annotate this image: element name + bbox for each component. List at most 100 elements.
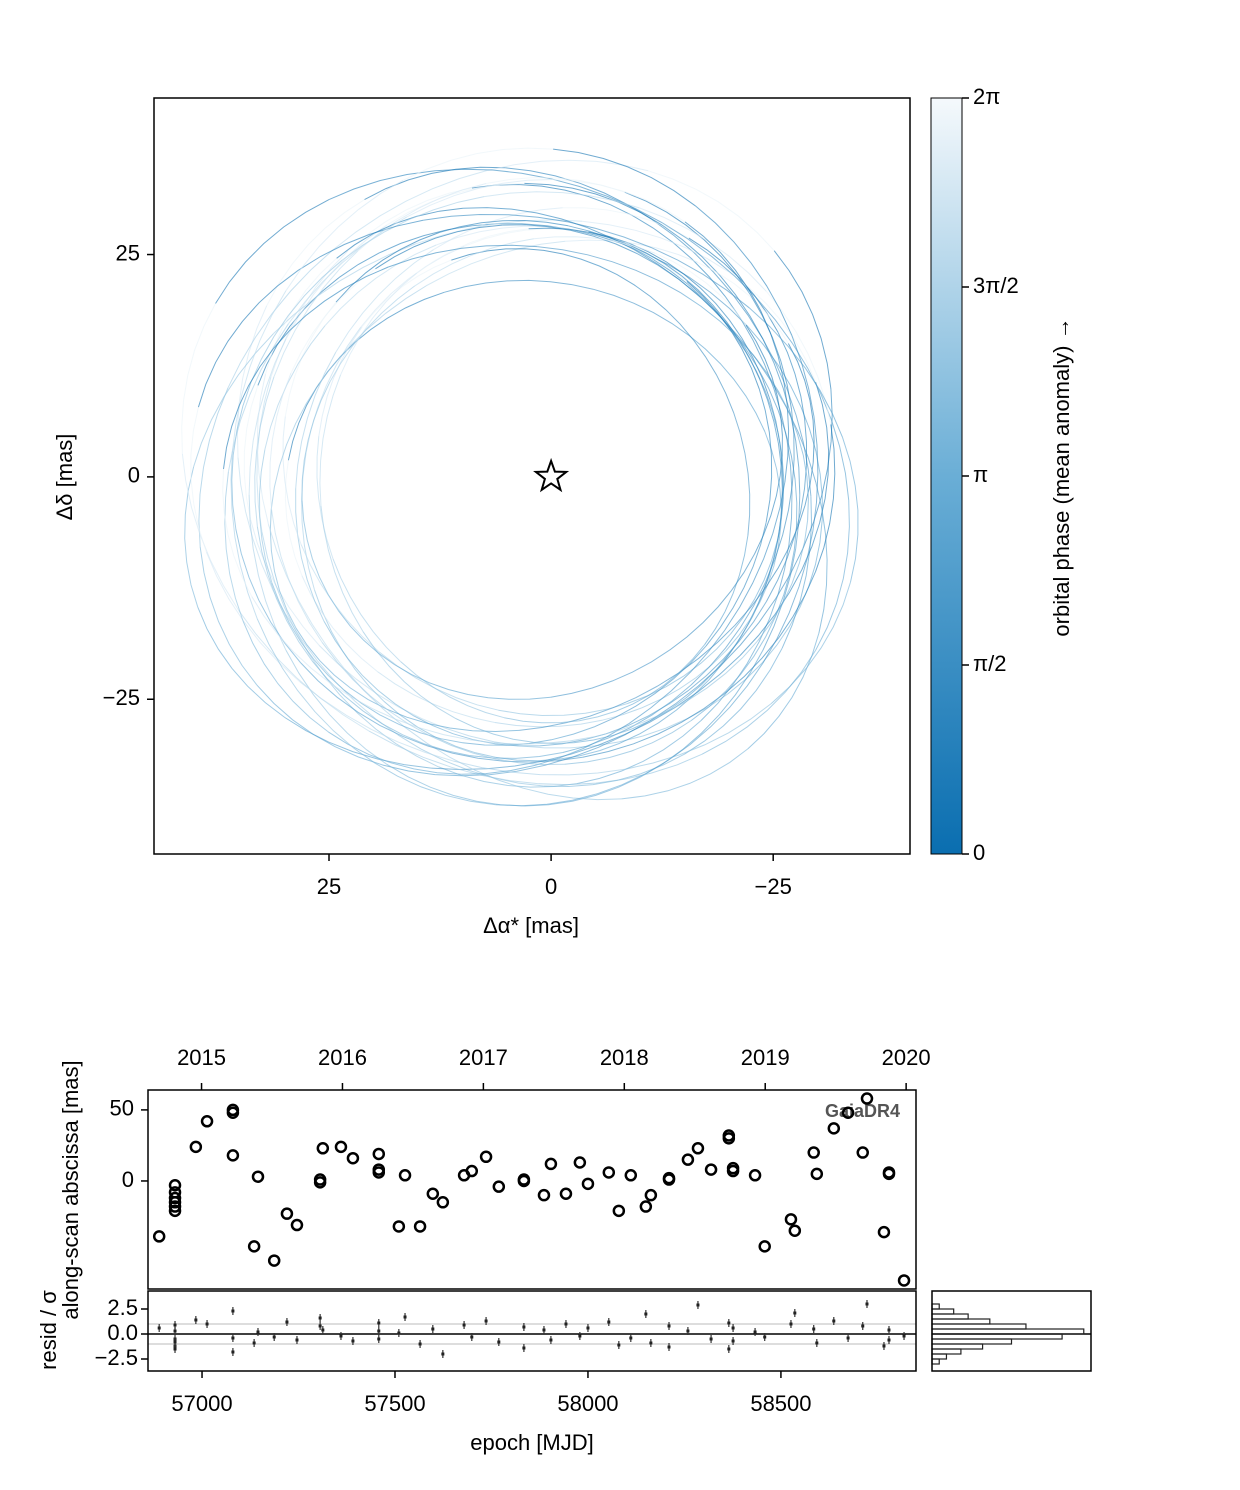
orbit-segment — [230, 451, 258, 619]
orbit-segment — [433, 207, 563, 251]
data-point — [168, 1200, 182, 1213]
data-point — [479, 1150, 493, 1164]
residual-point — [252, 1341, 256, 1345]
orbit-segment — [462, 207, 611, 238]
residual-point — [607, 1320, 611, 1324]
orbit-segment — [285, 179, 404, 292]
data-point — [372, 1166, 386, 1179]
annotation: GaiaDR4 — [825, 1101, 900, 1121]
orbit-segment — [256, 373, 269, 525]
orbit-segment — [495, 742, 621, 762]
orbit-segment — [724, 571, 817, 694]
data-point — [267, 1254, 281, 1267]
residual-point — [497, 1340, 501, 1344]
orbit-segment — [427, 745, 583, 763]
data-point — [573, 1156, 587, 1169]
data-point — [290, 1218, 304, 1232]
residual-point — [272, 1335, 276, 1339]
y-tick-label: 0 — [122, 1167, 134, 1192]
orbit-segment — [414, 238, 534, 287]
orbit-segment — [815, 499, 850, 651]
orbit-segment — [762, 494, 801, 651]
data-point — [748, 1169, 762, 1182]
orbit-segment — [243, 385, 259, 521]
data-point — [788, 1224, 802, 1237]
orbit-segment — [235, 529, 301, 663]
orbit-segment — [455, 717, 574, 745]
orbit-segment — [227, 249, 334, 389]
y-axis-label: resid / σ — [36, 1290, 61, 1370]
x-tick-label: 57500 — [364, 1391, 425, 1416]
orbit-segment — [248, 494, 287, 651]
data-point — [612, 1204, 626, 1218]
orbit-segment — [568, 225, 688, 285]
orbit-segment — [282, 416, 302, 545]
orbit-segment — [271, 582, 345, 691]
x2-tick-label: 2019 — [741, 1045, 790, 1070]
orbits — [181, 147, 859, 807]
x2-tick-label: 2016 — [318, 1045, 367, 1070]
data-point — [827, 1122, 841, 1135]
orbit-segment — [250, 260, 343, 383]
plot-frame — [931, 1290, 1092, 1372]
histogram-bar — [931, 1303, 940, 1310]
orbit-segment — [439, 219, 569, 233]
orbit-segment — [701, 650, 817, 755]
x2-tick-label: 2017 — [459, 1045, 508, 1070]
orbit-segment — [808, 451, 823, 587]
orbit-segment — [256, 526, 313, 662]
residual-point — [696, 1303, 700, 1307]
x2-tick-label: 2018 — [600, 1045, 649, 1070]
y-tick-label: −2.5 — [95, 1345, 138, 1370]
residual-point — [902, 1334, 906, 1338]
orbit-segment — [582, 220, 729, 273]
orbit-segment — [340, 272, 417, 376]
orbit-segment — [690, 559, 776, 686]
orbit-segment — [438, 766, 577, 788]
residual-point — [861, 1324, 865, 1328]
data-point — [537, 1188, 551, 1202]
orbit-segment — [764, 462, 814, 589]
residual-point — [812, 1327, 816, 1331]
orbit-segment — [646, 252, 740, 341]
orbit-segment — [654, 252, 747, 326]
orbit-segment — [624, 191, 737, 276]
colorbar-label: orbital phase (mean anomaly) → — [1049, 317, 1074, 636]
data-point — [841, 1106, 855, 1119]
orbit-segment — [775, 479, 798, 617]
orbit-segment — [364, 166, 506, 201]
residual-point — [727, 1321, 731, 1325]
data-point — [251, 1170, 265, 1183]
residual-point — [846, 1336, 850, 1340]
orbit-segment — [269, 372, 292, 510]
residual-point — [789, 1322, 793, 1326]
orbit-segment — [645, 662, 764, 775]
residual-point — [887, 1338, 891, 1342]
orbit-segment — [388, 244, 538, 268]
x-axis-label: epoch [MJD] — [470, 1430, 594, 1455]
orbit-segment — [361, 259, 452, 328]
orbit-segment — [273, 250, 359, 377]
orbit-segment — [284, 460, 303, 576]
data-point — [856, 1146, 869, 1159]
histogram-bar — [931, 1323, 1027, 1330]
histogram-bar — [931, 1338, 1013, 1345]
orbit-segment — [198, 387, 229, 548]
orbit-segment — [764, 431, 782, 547]
orbit-segment — [197, 285, 279, 408]
plot-frame — [147, 1089, 917, 1290]
residual-point — [285, 1320, 289, 1324]
residual-point — [351, 1339, 355, 1343]
orbit-segment — [533, 236, 656, 254]
orbit-segment — [537, 246, 681, 294]
orbit-segment — [648, 170, 775, 252]
y-axis-label: Δδ [mas] — [52, 434, 77, 521]
residual-point — [586, 1326, 590, 1330]
orbit-segment — [316, 436, 334, 559]
orbit-segment — [258, 449, 273, 583]
residual-point — [441, 1352, 445, 1356]
residual-point — [832, 1319, 836, 1323]
orbit-segment — [688, 237, 779, 333]
orbit-segment — [328, 731, 462, 775]
residual-point — [403, 1315, 407, 1319]
